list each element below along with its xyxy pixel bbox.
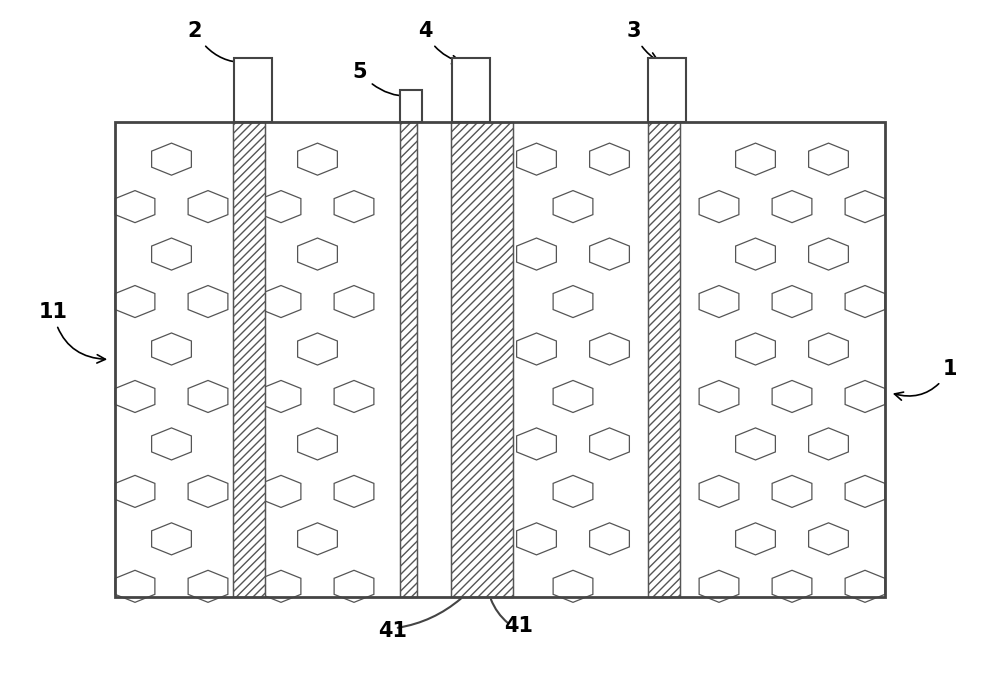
Polygon shape [261,191,301,223]
Polygon shape [736,143,775,175]
Text: 3: 3 [627,22,658,61]
Polygon shape [699,380,739,413]
Polygon shape [809,333,848,365]
Polygon shape [261,380,301,413]
Polygon shape [298,238,337,270]
Polygon shape [736,238,775,270]
Bar [451,122,513,597]
Polygon shape [115,570,155,602]
Polygon shape [152,523,191,555]
Polygon shape [298,333,337,365]
Polygon shape [115,475,155,507]
Text: 41: 41 [378,621,408,641]
Polygon shape [772,285,812,318]
Polygon shape [699,475,739,507]
Polygon shape [809,523,848,555]
Bar [648,58,686,122]
Bar [648,122,680,597]
Polygon shape [152,333,191,365]
Bar [400,122,417,597]
Polygon shape [261,285,301,318]
Polygon shape [188,570,228,602]
Polygon shape [809,428,848,460]
Polygon shape [590,143,629,175]
Polygon shape [517,523,556,555]
Bar [115,122,885,597]
Polygon shape [115,285,155,318]
Polygon shape [334,380,374,413]
Text: 5: 5 [353,62,408,101]
Polygon shape [590,333,629,365]
Polygon shape [334,285,374,318]
Polygon shape [152,238,191,270]
Polygon shape [115,380,155,413]
Polygon shape [334,570,374,602]
Polygon shape [517,428,556,460]
Polygon shape [553,570,593,602]
Text: 41: 41 [505,616,534,636]
Text: 4: 4 [418,22,460,64]
Polygon shape [772,475,812,507]
Polygon shape [845,285,885,318]
Polygon shape [188,285,228,318]
Polygon shape [298,428,337,460]
Polygon shape [298,523,337,555]
Text: 2: 2 [188,22,243,66]
Polygon shape [115,191,155,223]
Bar [234,58,272,122]
Polygon shape [298,143,337,175]
Polygon shape [845,191,885,223]
Bar [233,122,265,597]
Polygon shape [699,285,739,318]
Polygon shape [590,238,629,270]
Polygon shape [809,143,848,175]
Polygon shape [553,285,593,318]
Polygon shape [809,238,848,270]
Polygon shape [590,428,629,460]
Polygon shape [188,191,228,223]
Polygon shape [772,191,812,223]
Polygon shape [517,143,556,175]
Polygon shape [553,475,593,507]
Polygon shape [188,380,228,413]
Polygon shape [736,523,775,555]
Bar [400,90,422,122]
Polygon shape [152,143,191,175]
Polygon shape [736,333,775,365]
Polygon shape [736,428,775,460]
Polygon shape [553,191,593,223]
Polygon shape [845,380,885,413]
Polygon shape [553,380,593,413]
Polygon shape [517,238,556,270]
Polygon shape [261,475,301,507]
Text: 1: 1 [894,359,957,400]
Polygon shape [699,191,739,223]
Polygon shape [772,570,812,602]
Polygon shape [152,428,191,460]
Polygon shape [772,380,812,413]
Polygon shape [334,191,374,223]
Polygon shape [334,475,374,507]
Bar [115,122,885,597]
Polygon shape [590,523,629,555]
Polygon shape [188,475,228,507]
Text: 11: 11 [39,302,105,363]
Polygon shape [699,570,739,602]
Bar [452,58,490,122]
Polygon shape [845,570,885,602]
Polygon shape [517,333,556,365]
Polygon shape [845,475,885,507]
Polygon shape [261,570,301,602]
